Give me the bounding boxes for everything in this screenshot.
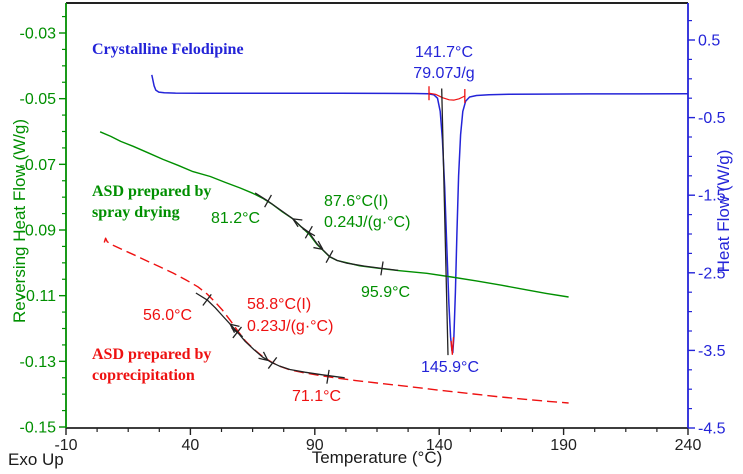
svg-text:-0.5: -0.5	[698, 110, 726, 127]
coprec-tg-onset-value: 56.0°C	[143, 307, 193, 324]
melt-enthalpy-value: 79.07J/g	[413, 65, 475, 82]
curve-label-spray-drying: ASD prepared by spray drying	[92, 181, 211, 223]
y-right-axis-title: Heat Flow (W/g)	[714, 149, 733, 273]
curve-label-crystalline: Crystalline Felodipine	[92, 41, 244, 58]
svg-text:-0.13: -0.13	[20, 354, 57, 371]
svg-text:-0.07: -0.07	[20, 157, 57, 174]
curve-label-coprec-line2: coprecipitation	[92, 367, 195, 384]
melt-peak-value: 145.9°C	[421, 359, 479, 376]
series-melt-onset-tangent	[441, 88, 449, 356]
y-left-axis-title: Reversing Heat Flow (W/g)	[10, 118, 29, 324]
svg-text:190: 190	[550, 437, 577, 454]
svg-text:40: 40	[182, 437, 200, 454]
spray-tg-onset-value: 81.2°C	[211, 210, 261, 227]
svg-text:-10: -10	[54, 437, 77, 454]
coprec-tg-end-value: 71.1°C	[292, 388, 342, 405]
svg-text:-0.03: -0.03	[20, 26, 57, 43]
svg-text:-0.09: -0.09	[20, 223, 57, 240]
svg-text:90: 90	[306, 437, 324, 454]
svg-text:-2.5: -2.5	[698, 265, 726, 282]
series-coprec-tg-fit	[195, 292, 345, 379]
coprec-tg-deltacp-value: 0.23J/(g·°C)	[247, 318, 334, 335]
y-right-axis-ticks: 0.5 -0.5 -1.5 -2.5 -3.5 -4.5	[688, 20, 726, 438]
svg-text:140: 140	[426, 437, 453, 454]
curve-label-spray-line1: ASD prepared by	[92, 183, 212, 200]
curve-label-spray-line2: spray drying	[92, 204, 180, 221]
coprec-tg-mid-value: 58.8°C(I)	[247, 296, 312, 313]
svg-text:-3.5: -3.5	[698, 343, 726, 360]
coprec-tg-mid-block: 58.8°C(I) 0.23J/(g·°C)	[247, 294, 333, 338]
svg-text:-0.05: -0.05	[20, 91, 57, 108]
analysis-markers	[202, 86, 466, 384]
svg-text:-0.11: -0.11	[21, 288, 56, 305]
spray-tg-deltacp-value: 0.24J/(g·°C)	[324, 214, 411, 231]
series-spray-tg-fit	[254, 192, 399, 272]
x-axis-ticks: -10 40 90 140 190 240	[54, 428, 701, 454]
svg-text:-4.5: -4.5	[698, 421, 726, 438]
spray-tg-mid-value: 87.6°C(I)	[324, 193, 389, 210]
series-crystalline-felodipine	[151, 74, 689, 354]
series-peak-tip-highlight	[450, 337, 455, 355]
exo-up-label: Exo Up	[8, 450, 64, 469]
svg-text:-1.5: -1.5	[698, 188, 726, 205]
spray-tg-mid-block: 87.6°C(I) 0.24J/(g·°C)	[324, 191, 410, 233]
melt-annotation-block: 141.7°C 79.07J/g	[402, 42, 486, 84]
x-axis-title: Temperature (°C)	[311, 448, 443, 467]
spray-tg-end-value: 95.9°C	[361, 284, 411, 301]
y-left-axis-ticks: -0.03 -0.05 -0.07 -0.09 -0.11 -0.13 -0.15	[20, 15, 66, 437]
plot-frame	[65, 2, 689, 429]
svg-text:240: 240	[675, 437, 702, 454]
svg-text:0.5: 0.5	[698, 33, 720, 50]
curve-label-coprecipitation: ASD prepared by coprecipitation	[92, 344, 211, 386]
series-melt-integration-baseline	[428, 92, 466, 101]
svg-text:-0.15: -0.15	[20, 420, 57, 437]
melt-onset-value: 141.7°C	[415, 44, 473, 61]
curve-label-coprec-line1: ASD prepared by	[92, 346, 212, 363]
